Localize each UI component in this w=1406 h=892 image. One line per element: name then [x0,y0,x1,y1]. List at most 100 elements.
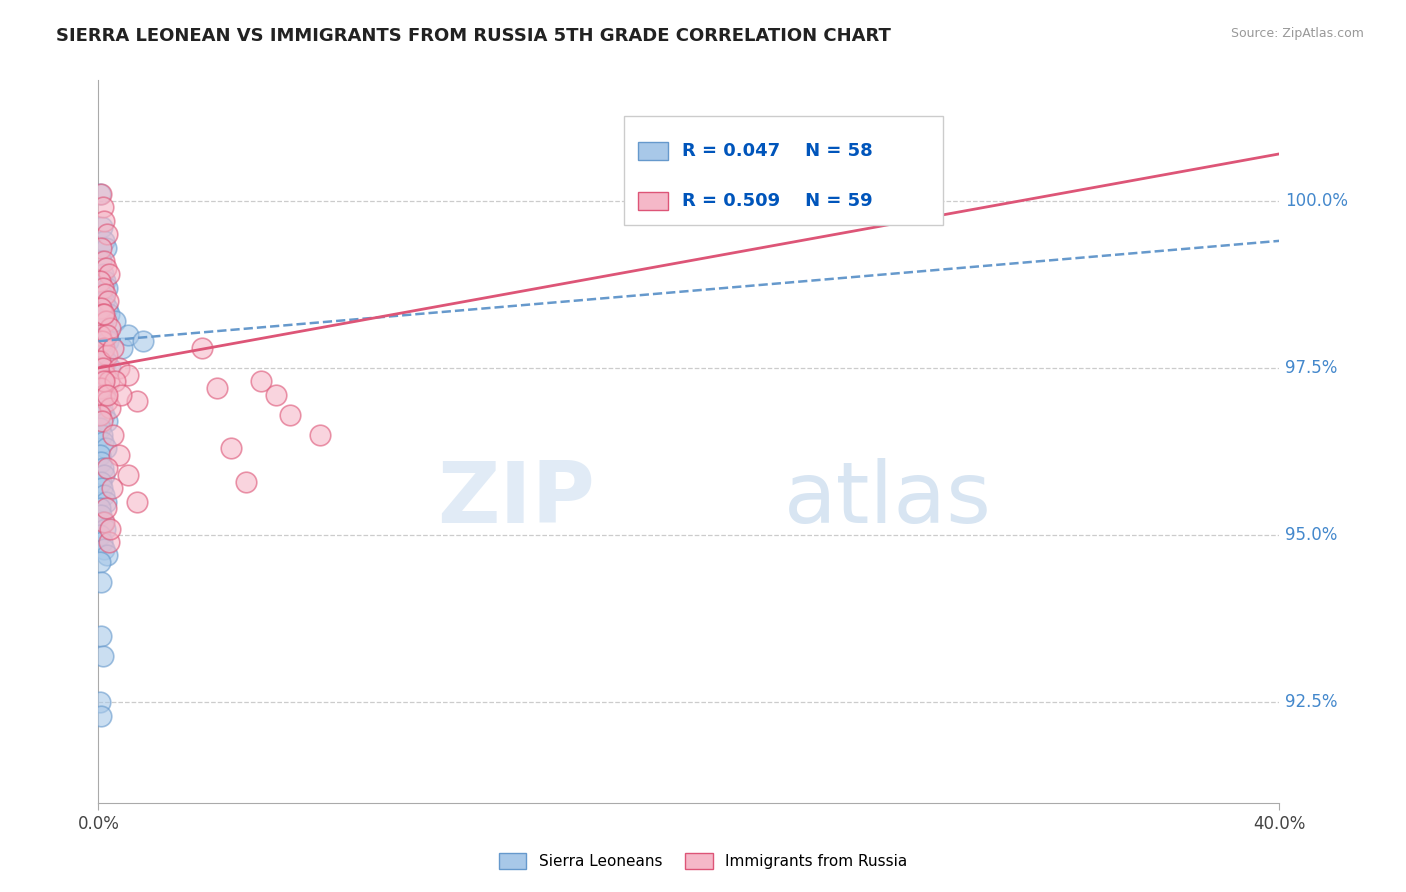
Point [89,528,111,542]
Point [90,253,112,268]
Point [90,287,112,301]
Point [93,515,115,529]
Point [280,408,302,422]
Point [108,448,131,462]
Point [89,368,111,382]
Point [125,494,148,508]
Point [97,267,120,281]
Point [98,321,121,335]
Point [91,280,114,294]
Point [221,441,243,455]
Point [97,534,120,549]
Point [93,488,115,502]
Point [96,327,118,342]
Point [91,200,114,214]
Point [89,695,111,709]
Point [96,280,118,294]
Text: 100.0%: 100.0% [1285,192,1348,210]
Point [94,240,117,254]
Point [89,421,111,435]
Point [94,327,117,342]
Point [205,381,228,395]
Text: atlas: atlas [783,458,991,541]
Point [89,354,111,368]
Point [93,381,115,395]
Point [96,347,118,361]
Point [96,301,118,315]
Point [89,274,111,288]
Point [96,414,118,428]
Point [91,220,114,235]
Text: 92.5%: 92.5% [1285,693,1339,712]
Point [90,629,112,643]
Point [94,314,117,328]
Point [132,334,155,348]
Point [90,301,112,315]
Point [100,481,122,495]
Point [125,394,148,409]
Point [93,234,115,248]
Point [90,475,112,489]
Point [111,341,134,355]
Point [91,267,114,281]
Point [91,414,114,428]
Point [93,374,115,388]
Point [94,274,117,288]
Point [90,187,112,202]
Point [90,394,112,409]
Point [89,555,111,569]
Point [98,401,121,415]
Point [94,387,117,401]
Point [103,341,125,355]
Point [96,394,118,409]
Point [89,187,111,202]
Point [91,461,114,475]
Text: R = 0.047    N = 58: R = 0.047 N = 58 [682,142,873,160]
Point [117,467,139,482]
Point [97,293,120,308]
Point [93,387,115,401]
Text: SIERRA LEONEAN VS IMMIGRANTS FROM RUSSIA 5TH GRADE CORRELATION CHART: SIERRA LEONEAN VS IMMIGRANTS FROM RUSSIA… [56,27,891,45]
Point [91,334,114,348]
Point [250,374,273,388]
Point [91,515,114,529]
Point [91,360,114,375]
Point [89,314,111,328]
Point [94,287,117,301]
Point [91,648,114,663]
Point [117,368,139,382]
Point [93,293,115,308]
Point [89,341,111,355]
Point [93,341,115,355]
Point [94,501,117,516]
Point [191,341,214,355]
Point [90,574,112,589]
Point [104,374,127,388]
Point [98,360,121,375]
Point [90,454,112,468]
Point [91,481,114,495]
Point [89,448,111,462]
Point [94,260,117,275]
Point [91,427,114,442]
Point [235,475,257,489]
Point [93,541,115,556]
Point [90,708,112,723]
Point [90,240,112,254]
FancyBboxPatch shape [624,116,943,225]
Point [97,308,120,322]
Point [89,408,111,422]
Point [96,387,118,401]
Text: R = 0.509    N = 59: R = 0.509 N = 59 [682,192,873,210]
Point [94,522,117,536]
Text: 97.5%: 97.5% [1285,359,1337,377]
Point [96,548,118,562]
Point [91,401,114,415]
Point [93,253,115,268]
Point [108,360,131,375]
Point [89,501,111,516]
Point [96,227,118,241]
Point [93,467,115,482]
Text: 95.0%: 95.0% [1285,526,1337,544]
Point [264,387,287,401]
